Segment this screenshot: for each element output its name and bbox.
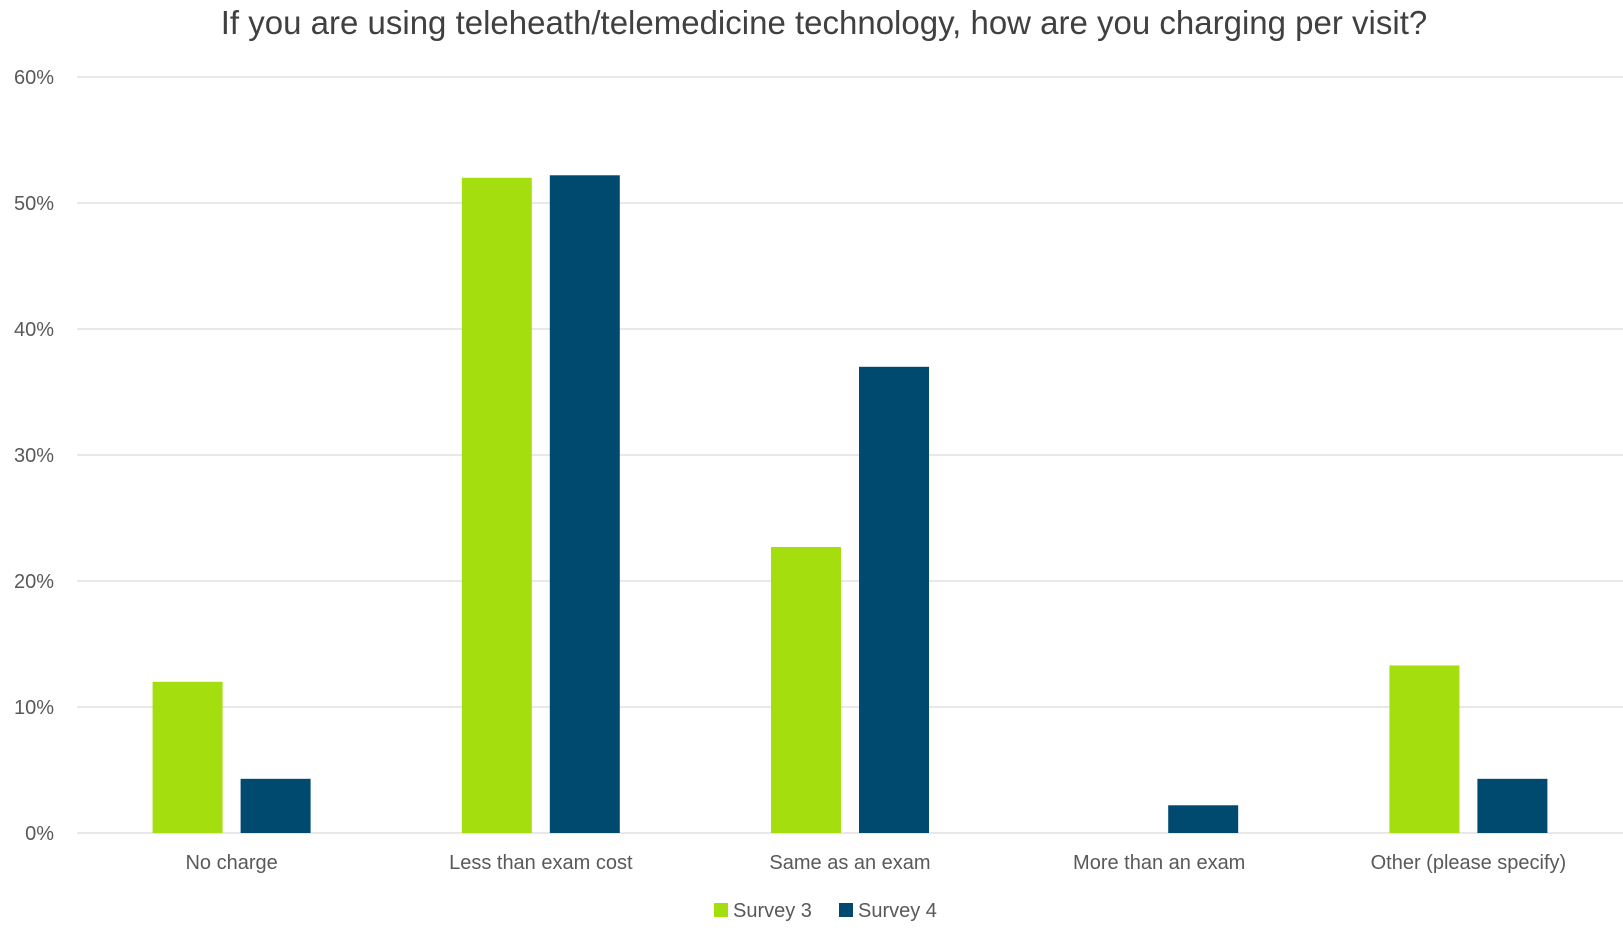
legend-label: Survey 4 <box>858 900 937 922</box>
y-axis-tick-labels: 0% 10% 20% 30% 40% 50% 60% <box>14 67 54 845</box>
x-category-label: Same as an exam <box>769 852 930 874</box>
legend-swatch <box>839 903 853 917</box>
bar-survey-3-1 <box>461 177 532 834</box>
x-axis-category-labels: No charge Less than exam cost Same as an e… <box>185 852 1566 874</box>
gridlines <box>77 76 1623 834</box>
bar-survey-4-4 <box>1477 778 1548 833</box>
x-category-label: No charge <box>185 852 277 874</box>
x-category-label: More than an exam <box>1073 852 1245 874</box>
bar-survey-4-1 <box>549 175 620 833</box>
legend-label: Survey 3 <box>733 900 812 922</box>
bars <box>152 175 1548 834</box>
bar-survey-3-0 <box>152 681 223 833</box>
x-category-label: Other (please specify) <box>1371 852 1567 874</box>
y-tick-label: 60% <box>14 67 54 89</box>
bar-survey-4-3 <box>1168 805 1239 833</box>
x-category-label: Less than exam cost <box>449 852 633 874</box>
bar-survey-3-2 <box>771 546 841 833</box>
y-tick-label: 30% <box>14 445 54 467</box>
bar-survey-3-4 <box>1389 665 1460 833</box>
y-tick-label: 50% <box>14 193 54 215</box>
y-tick-label: 40% <box>14 319 54 341</box>
y-tick-label: 20% <box>14 571 54 593</box>
bar-survey-4-0 <box>240 778 311 833</box>
y-tick-label: 10% <box>14 697 54 719</box>
bar-survey-4-2 <box>859 366 929 833</box>
legend-swatch <box>714 903 728 917</box>
y-tick-label: 0% <box>25 823 54 845</box>
legend: Survey 3 Survey 4 <box>714 900 937 922</box>
chart-title: If you are using teleheath/telemedicine … <box>221 4 1427 41</box>
